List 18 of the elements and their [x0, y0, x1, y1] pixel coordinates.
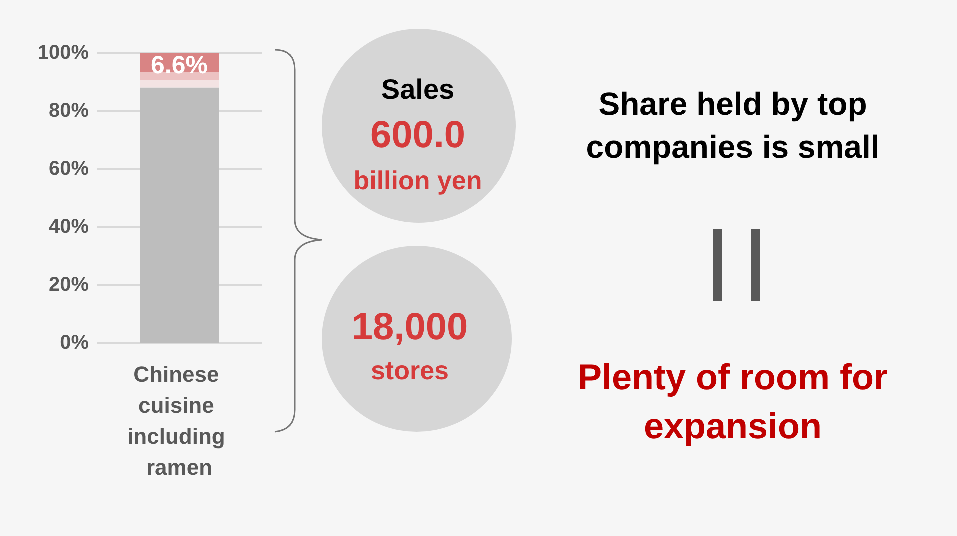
text: stores	[370, 356, 450, 386]
bar	[140, 80, 219, 88]
text: Share held by top companies is small	[585, 84, 881, 167]
y-tick-label: 20%	[48, 274, 90, 296]
y-tick-label: 0%	[60, 332, 90, 354]
text: Sales	[381, 74, 455, 106]
text: 18,000	[352, 306, 468, 350]
text: billion yen	[354, 166, 482, 196]
y-tick-label: 40%	[48, 216, 90, 238]
y-tick-label: 80%	[48, 100, 90, 122]
x-tick-label: Chinese cuisine including ramen	[128, 362, 232, 480]
text: Plenty of room for expansion	[576, 355, 889, 448]
y-tick-label: 100%	[38, 42, 90, 64]
y-tick-label: 60%	[48, 158, 90, 180]
bar	[140, 88, 219, 343]
bar	[140, 72, 219, 81]
text: 600.0	[370, 114, 466, 158]
data-label: 6.6%	[151, 52, 208, 80]
